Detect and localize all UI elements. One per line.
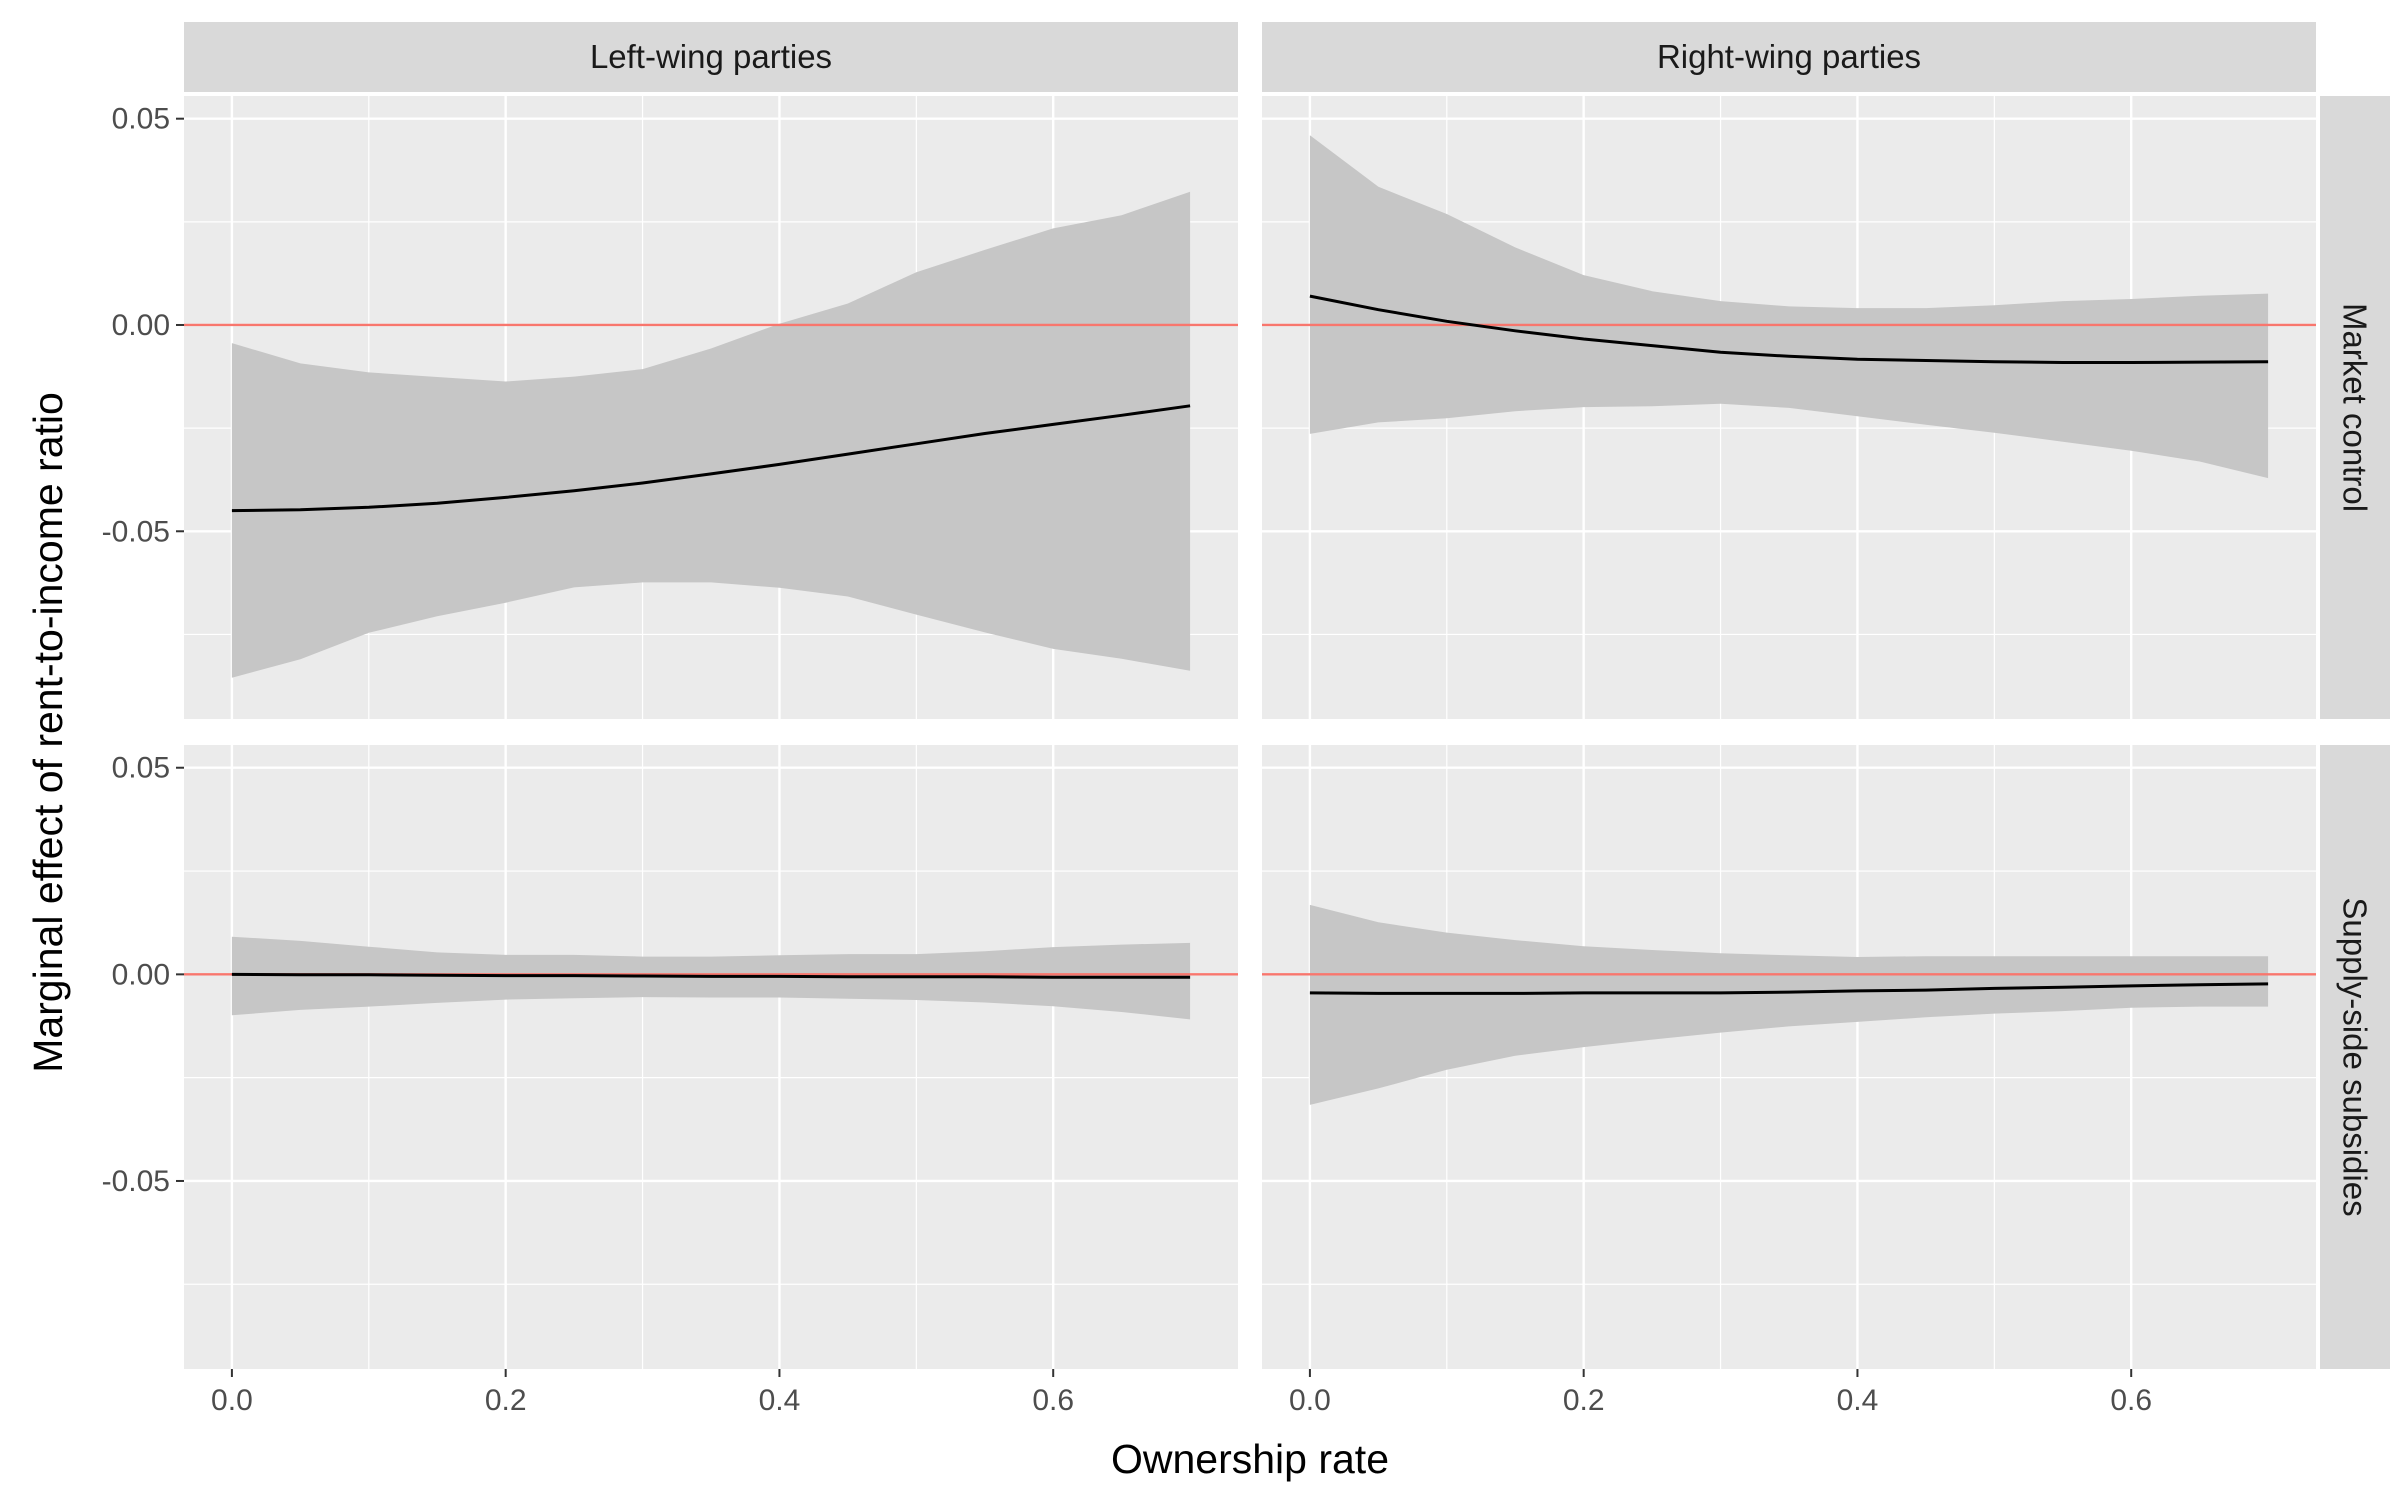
facet-panel <box>184 96 1238 719</box>
x-tick-label: 0.4 <box>759 1384 801 1417</box>
confidence-band <box>1309 135 2269 479</box>
row-strip-label: Supply-side subsidies <box>2337 897 2374 1216</box>
confidence-band <box>231 191 1191 678</box>
x-tick-label: 0.4 <box>1837 1384 1879 1417</box>
facet-panels <box>184 96 2316 1369</box>
x-tick-label: 0.0 <box>211 1384 253 1417</box>
confidence-band <box>1309 904 2269 1105</box>
y-tick-label: 0.05 <box>112 103 170 136</box>
column-strip-label: Left-wing parties <box>590 38 832 75</box>
facet-strips: Left-wing parties Right-wing parties Marke… <box>184 22 2390 1369</box>
x-tick-label: 0.6 <box>1032 1384 1074 1417</box>
facet-panel <box>184 745 1238 1369</box>
x-axis-title: Ownership rate <box>1111 1436 1389 1482</box>
estimate-line <box>231 404 1191 513</box>
y-tick-label: -0.05 <box>102 1165 170 1198</box>
y-tick-label: 0.00 <box>112 309 170 342</box>
confidence-band <box>231 936 1191 1020</box>
estimate-line <box>1309 982 2269 995</box>
x-tick-label: 0.2 <box>485 1384 527 1417</box>
y-tick-label: -0.05 <box>102 515 170 548</box>
x-tick-label: 0.6 <box>2110 1384 2152 1417</box>
estimate-line <box>1309 294 2269 364</box>
y-axis: -0.05 0.00 0.05 -0.05 0.00 0.05 <box>102 103 184 1198</box>
facet-panel <box>1262 96 2316 719</box>
column-strip-label: Right-wing parties <box>1657 38 1921 75</box>
column-strip-bg <box>184 22 1238 92</box>
x-tick-label: 0.0 <box>1289 1384 1331 1417</box>
y-axis-title: Marginal effect of rent-to-income ratio <box>25 392 71 1073</box>
column-strip-bg <box>1262 22 2316 92</box>
row-strip-bg <box>2320 745 2390 1369</box>
estimate-line <box>231 972 1191 979</box>
facet-panel <box>1262 745 2316 1369</box>
row-strip-label: Market control <box>2337 303 2374 512</box>
panel-background <box>184 745 1238 1369</box>
y-tick-label: 0.05 <box>112 752 170 785</box>
y-tick-label: 0.00 <box>112 958 170 991</box>
x-axis: 0.0 0.2 0.4 0.6 0.0 0.2 0.4 0.6 <box>211 1369 2152 1417</box>
row-strip-bg <box>2320 96 2390 719</box>
x-tick-label: 0.2 <box>1563 1384 1605 1417</box>
